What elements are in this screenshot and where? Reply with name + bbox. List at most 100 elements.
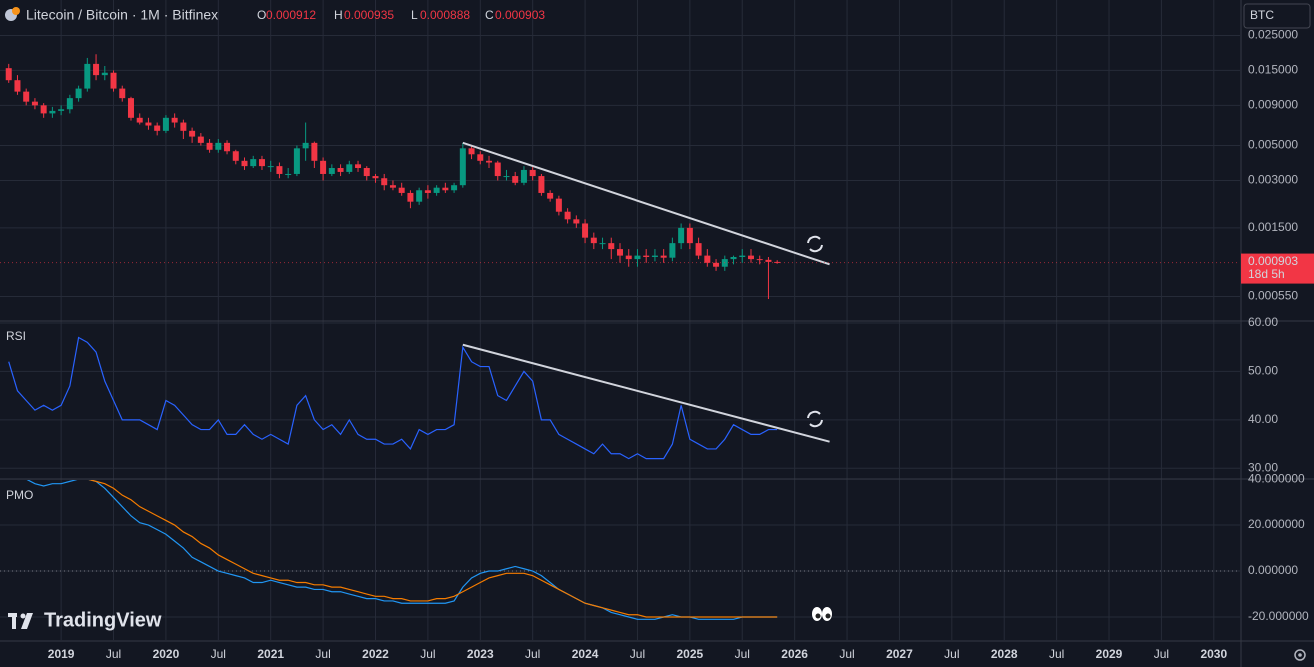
- candle-body: [337, 168, 344, 172]
- candle-body: [686, 227, 693, 244]
- ohlc-value: 0.000888: [420, 8, 470, 22]
- candle-body: [75, 88, 82, 99]
- watermark-logo: [8, 613, 33, 629]
- candle-body: [84, 63, 91, 89]
- indicator-line: [8, 336, 778, 460]
- x-tick-label: Jul: [735, 647, 750, 661]
- candle-body: [416, 190, 423, 202]
- candle-body: [678, 227, 685, 244]
- symbol-icon[interactable]: [12, 7, 20, 15]
- candle-body: [31, 101, 38, 106]
- x-tick-label: Jul: [630, 647, 645, 661]
- candle-body: [582, 223, 589, 238]
- x-tick-label: 2029: [1096, 647, 1123, 661]
- trend-line: [462, 343, 830, 443]
- candle-body: [756, 259, 763, 261]
- ohlc-label: L: [411, 8, 418, 22]
- candle-body: [433, 187, 440, 193]
- x-tick-label: 2026: [781, 647, 808, 661]
- candle-body: [267, 166, 274, 168]
- ohlc-value: 0.000912: [266, 8, 316, 22]
- candle-body: [468, 148, 475, 155]
- refresh-icon[interactable]: [807, 235, 823, 428]
- x-tick-label: Jul: [525, 647, 540, 661]
- candle-body: [119, 88, 126, 99]
- y-tick-label: 0.000000: [1248, 563, 1298, 577]
- y-tick-label: 0.000550: [1248, 289, 1298, 303]
- candle-body: [302, 142, 309, 149]
- symbol-title[interactable]: Litecoin / Bitcoin · 1M · Bitfinex: [26, 7, 218, 23]
- candle-body: [154, 125, 161, 131]
- y-tick-label: 0.025000: [1248, 28, 1298, 42]
- candle-body: [389, 185, 396, 188]
- x-tick-label: 2023: [467, 647, 494, 661]
- trend-line: [462, 141, 830, 266]
- candle-body: [617, 249, 623, 256]
- candle-body: [547, 192, 554, 199]
- x-tick-label: 2028: [991, 647, 1018, 661]
- y-tick-label: 40.000000: [1248, 471, 1305, 485]
- candle-body: [381, 178, 388, 186]
- candle-body: [424, 190, 431, 193]
- candle-body: [93, 63, 100, 76]
- candle-body: [224, 142, 231, 152]
- ohlc-label: O: [257, 8, 266, 22]
- x-tick-label: Jul: [211, 647, 226, 661]
- candle-body: [398, 187, 405, 193]
- candle-body: [58, 109, 65, 111]
- candle-body: [599, 243, 606, 245]
- candle-body: [311, 142, 318, 161]
- candle-body: [494, 162, 501, 177]
- panel-label: PMO: [6, 488, 33, 502]
- x-tick-label: 2019: [48, 647, 75, 661]
- candle-body: [451, 185, 458, 191]
- y-tick-label: 0.015000: [1248, 63, 1298, 77]
- candle-body: [293, 148, 300, 174]
- candle-body: [512, 176, 519, 183]
- x-tick-label: Jul: [420, 647, 435, 661]
- ohlc-value: 0.000903: [495, 8, 545, 22]
- candle-body: [774, 261, 781, 263]
- candle-body: [145, 122, 152, 126]
- y-tick-label: 0.005000: [1248, 138, 1298, 152]
- candle-body: [49, 110, 56, 114]
- candle-body: [162, 117, 169, 131]
- candle-body: [328, 168, 335, 174]
- currency-label[interactable]: BTC: [1250, 8, 1274, 22]
- candle-body: [407, 192, 414, 202]
- ohlc-label: H: [334, 8, 343, 22]
- currency-box[interactable]: [1243, 3, 1311, 29]
- candle-body: [459, 148, 466, 186]
- candle-body: [285, 173, 292, 175]
- candle-body: [171, 117, 178, 123]
- y-tick-label: 0.009000: [1248, 98, 1298, 112]
- indicator-line: [88, 480, 778, 618]
- candle-body: [503, 176, 510, 178]
- candle-body: [520, 169, 527, 183]
- settings-icon[interactable]: [1294, 649, 1306, 661]
- candle-body: [765, 259, 772, 262]
- candle-body: [730, 256, 737, 260]
- last-price-label: 0.000903: [1248, 254, 1298, 268]
- x-tick-label: Jul: [1154, 647, 1169, 661]
- x-tick-label: Jul: [944, 647, 959, 661]
- candle-body: [372, 176, 379, 179]
- candle-body: [529, 169, 536, 177]
- candle-body: [590, 237, 597, 244]
- x-tick-label: 2025: [677, 647, 704, 661]
- candle-body: [442, 187, 449, 191]
- candle-body: [276, 166, 283, 174]
- x-tick-label: 2022: [362, 647, 389, 661]
- candle-body: [643, 255, 650, 257]
- candle-body: [180, 122, 187, 131]
- candle-body: [110, 72, 117, 89]
- candle-body: [66, 98, 73, 110]
- y-tick-label: 20.000000: [1248, 517, 1305, 531]
- indicator-line: [26, 480, 778, 620]
- candle-body: [704, 255, 711, 263]
- candle-body: [669, 243, 676, 258]
- y-tick-label: 0.001500: [1248, 220, 1298, 234]
- watermark-text: TradingView: [44, 609, 162, 631]
- candle-body: [747, 255, 754, 260]
